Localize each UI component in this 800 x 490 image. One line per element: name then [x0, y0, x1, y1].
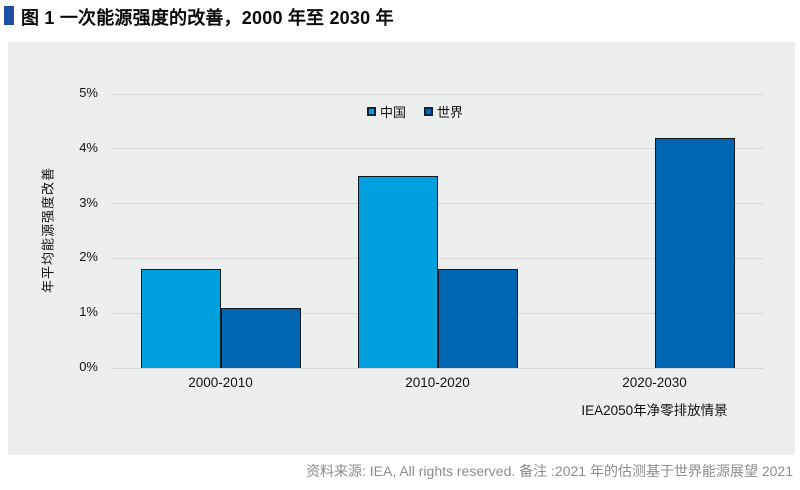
bar-世界-2020-2030	[654, 137, 735, 368]
y-tick-label: 2%	[79, 249, 98, 265]
gridline	[112, 257, 763, 259]
figure-header: 图 1 一次能源强度的改善，2000 年至 2030 年	[0, 0, 800, 34]
gridline	[112, 367, 763, 369]
chart-panel: 年平均能源强度改善 0% 1% 2% 3% 4% 5% 中国 世界 2000-2010 201…	[8, 42, 795, 455]
gridline	[112, 203, 763, 205]
bar-世界-2000-2010	[220, 307, 301, 368]
legend: 中国 世界	[112, 102, 718, 121]
title-bullet-marker	[4, 6, 14, 25]
figure-title: 图 1 一次能源强度的改善，2000 年至 2030 年	[21, 8, 394, 28]
legend-item-中国: 中国	[366, 102, 406, 121]
x-tick-label: 2000-2010	[188, 375, 253, 390]
y-tick-label: 0%	[79, 359, 98, 374]
gridline	[112, 148, 763, 150]
x-tick-sublabel: IEA2050年净零排放情景	[581, 403, 728, 418]
y-axis-title: 年平均能源强度改善	[40, 166, 56, 294]
gridline	[112, 93, 763, 95]
x-tick-label: 2020-2030	[622, 375, 687, 390]
source-note: 资料来源: IEA, All rights reserved. 备注 :2021…	[305, 463, 793, 479]
legend-marker-icon	[424, 107, 433, 116]
legend-label: 世界	[437, 105, 464, 120]
y-tick-label: 3%	[79, 194, 98, 210]
bar-中国-2010-2020	[357, 176, 438, 368]
legend-label: 中国	[379, 105, 406, 120]
y-tick-label: 1%	[79, 304, 98, 320]
legend-item-世界: 世界	[424, 102, 463, 121]
y-tick-label: 5%	[79, 85, 98, 100]
bar-中国-2000-2010	[140, 269, 221, 368]
legend-marker-icon	[366, 107, 376, 116]
plot-area	[112, 93, 763, 369]
x-tick-label: 2010-2020	[405, 375, 470, 390]
y-tick-label: 4%	[79, 139, 98, 155]
bar-世界-2010-2020	[437, 269, 518, 368]
